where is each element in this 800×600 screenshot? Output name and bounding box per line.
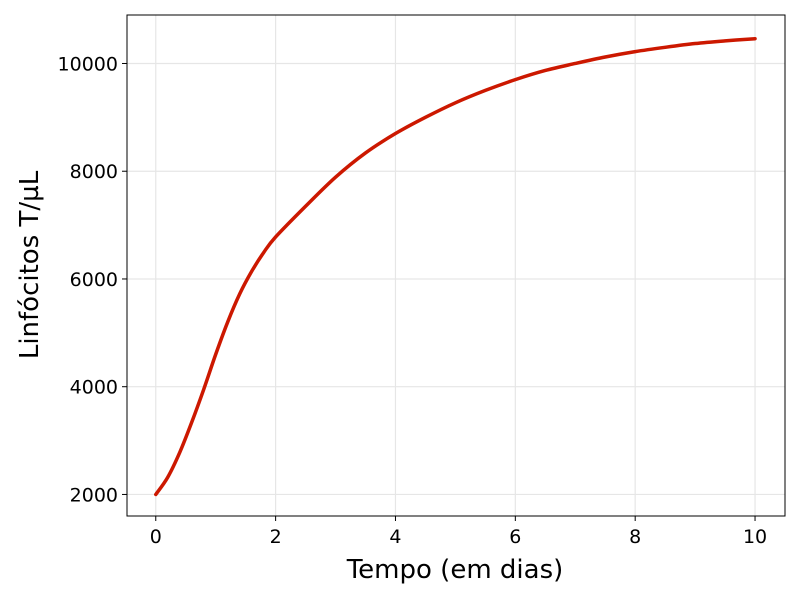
- y-tick-label-4: 10000: [58, 53, 118, 75]
- x-tick-label-5: 10: [743, 526, 767, 548]
- y-tick-label-3: 8000: [70, 161, 118, 183]
- x-axis-title: Tempo (em dias): [346, 555, 564, 585]
- series-layer: [154, 36, 757, 497]
- x-tick-label-3: 6: [509, 526, 521, 548]
- y-tick-label-1: 4000: [70, 377, 118, 399]
- y-tick-label-2: 6000: [70, 269, 118, 291]
- grid-lines: [127, 15, 785, 516]
- y-axis-ticks: 2000 4000 6000 8000 10000: [58, 53, 127, 506]
- series-line-0: [154, 36, 757, 497]
- x-tick-label-0: 0: [150, 526, 162, 548]
- plot-frame: [126, 14, 786, 517]
- y-tick-label-0: 2000: [70, 484, 118, 506]
- x-tick-label-1: 2: [270, 526, 282, 548]
- y-axis-title: Linfócitos T/µL: [15, 170, 45, 359]
- x-axis-ticks: 0 2 4 6 8 10: [150, 516, 767, 548]
- x-tick-label-2: 4: [389, 526, 401, 548]
- x-tick-label-4: 8: [629, 526, 641, 548]
